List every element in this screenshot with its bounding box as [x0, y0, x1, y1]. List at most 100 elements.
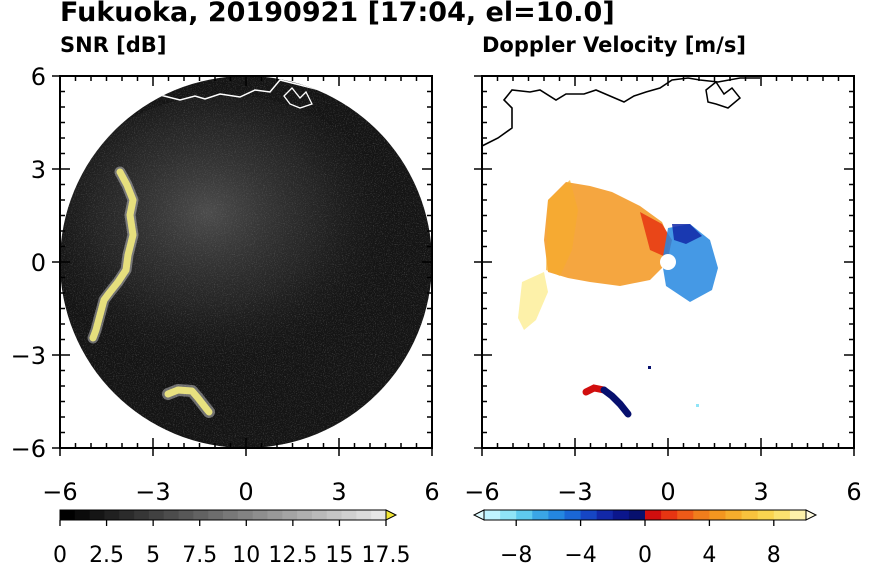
- snr-ytick-label: −6: [11, 435, 46, 463]
- doppler-colorbar-segment: [580, 510, 598, 520]
- snr-colorbar-segment: [311, 510, 328, 520]
- doppler-colorbar-label: −8: [500, 543, 532, 568]
- doppler-colorbar-segment: [484, 510, 501, 520]
- doppler-colorbar-segment: [757, 510, 775, 520]
- doppler-colorbar-segment: [596, 510, 614, 520]
- snr-colorbar-label: 2.5: [89, 543, 124, 568]
- snr-coastline: [159, 77, 331, 101]
- snr-colorbar-label: 5: [146, 543, 160, 568]
- snr-colorbar-segment: [74, 510, 91, 520]
- snr-ytick-label: 0: [31, 249, 46, 277]
- snr-colorbar-frame: [59, 509, 387, 521]
- snr-xtick-label: −6: [42, 478, 77, 506]
- snr-colorbar-segment: [297, 510, 313, 520]
- doppler-coastline: [481, 77, 760, 147]
- doppler-colorbar-segment: [709, 510, 726, 520]
- snr-colorbar-label: 10: [232, 543, 260, 568]
- snr-strong-echo-south-halo: [162, 384, 215, 418]
- doppler-xtick-label: 3: [753, 478, 768, 506]
- doppler-colorbar-segment: [741, 510, 759, 520]
- snr-colorbar-label: 17.5: [362, 543, 411, 568]
- doppler-colorbar-label: 4: [702, 543, 716, 568]
- doppler-colorbar-label: −4: [564, 543, 596, 568]
- snr-colorbar-extend-high: [385, 509, 398, 521]
- snr-colorbar-segment: [148, 510, 165, 520]
- snr-xtick-label: 6: [424, 478, 439, 506]
- snr-colorbar-segment: [267, 510, 283, 520]
- snr-colorbar-segment: [252, 510, 268, 520]
- doppler-near-red: [640, 212, 672, 258]
- snr-strong-echo-west: [89, 168, 137, 342]
- doppler-colorbar-extend-low: [472, 509, 485, 521]
- doppler-colorbar-segment: [532, 510, 549, 520]
- doppler-speck-1: [648, 366, 651, 369]
- doppler-island-outline: [705, 80, 742, 109]
- doppler-xtick-label: 0: [660, 478, 675, 506]
- snr-colorbar-segment: [89, 510, 105, 520]
- doppler-colorbar-segment: [516, 510, 533, 520]
- doppler-south-echo-blue: [600, 386, 632, 418]
- snr-colorbar-segment: [60, 510, 76, 520]
- doppler-colorbar-segment: [725, 510, 743, 520]
- snr-xtick-label: −3: [135, 478, 170, 506]
- snr-panel: −6 −3 0 3 6 6 3 0 −3 −6: [11, 63, 440, 506]
- doppler-xtick-label: −3: [557, 478, 592, 506]
- snr-colorbar-label: 12.5: [268, 543, 317, 568]
- snr-colorbar-segment: [134, 510, 150, 520]
- snr-colorbar-segment: [223, 510, 239, 520]
- snr-ytick-label: −3: [11, 342, 46, 370]
- snr-colorbar: 0 2.5 5 7.5 10 12.5 15 17.5: [53, 509, 411, 568]
- doppler-panel-title: Doppler Velocity [m/s]: [482, 33, 746, 57]
- snr-colorbar-label: 7.5: [182, 543, 217, 568]
- snr-colorbar-segment: [178, 510, 194, 520]
- doppler-colorbar-segment: [645, 510, 662, 520]
- doppler-colorbar-segment: [693, 510, 710, 520]
- doppler-colorbar-label: 0: [638, 543, 652, 568]
- doppler-speck-2: [696, 404, 699, 407]
- doppler-receding-dark: [672, 224, 702, 244]
- doppler-echo-field: [518, 180, 718, 418]
- doppler-xtick-label: −6: [464, 478, 499, 506]
- doppler-xtick-label: 6: [846, 478, 861, 506]
- snr-strong-echo-south: [164, 386, 213, 416]
- doppler-panel: −6 −3 0 3 6: [464, 75, 862, 506]
- snr-colorbar-label: 0: [53, 543, 67, 568]
- snr-colorbar-label: 15: [325, 543, 353, 568]
- doppler-colorbar-label: 8: [767, 543, 781, 568]
- snr-colorbar-segment: [341, 510, 357, 520]
- snr-ytick-label: 3: [31, 156, 46, 184]
- doppler-colorbar-segment: [548, 510, 565, 520]
- snr-panel-title: SNR [dB]: [60, 33, 167, 57]
- doppler-colorbar-segment: [564, 510, 582, 520]
- doppler-colorbar: −8 −4 0 4 8: [472, 509, 818, 568]
- snr-colorbar-segment: [237, 510, 254, 520]
- doppler-colorbar-extend-high: [805, 509, 818, 521]
- doppler-colorbar-segment: [789, 510, 807, 520]
- snr-colorbar-segment: [163, 510, 180, 520]
- snr-ytick-label: 6: [31, 63, 46, 91]
- doppler-colorbar-segment: [661, 510, 678, 520]
- snr-xtick-label: 0: [238, 478, 253, 506]
- doppler-colorbar-segment: [612, 510, 630, 520]
- doppler-receding-region: [662, 224, 718, 302]
- doppler-colorbar-segment: [628, 510, 646, 520]
- snr-colorbar-segment: [104, 510, 120, 520]
- snr-colorbar-segment: [193, 510, 209, 520]
- snr-strong-echo-west-halo: [87, 166, 139, 344]
- snr-colorbar-segment: [119, 510, 135, 520]
- doppler-colorbar-segment: [773, 510, 791, 520]
- doppler-colorbar-segment: [500, 510, 517, 520]
- figure-title: Fukuoka, 20190921 [17:04, el=10.0]: [60, 0, 615, 28]
- snr-colorbar-segment: [282, 510, 298, 520]
- doppler-colorbar-segment: [677, 510, 694, 520]
- doppler-pale-tail: [518, 272, 548, 330]
- snr-colorbar-segment: [356, 510, 372, 520]
- snr-island-outline: [283, 87, 313, 109]
- doppler-center-gap: [660, 254, 676, 270]
- snr-colorbar-segment: [208, 510, 224, 520]
- snr-colorbar-segment: [371, 510, 387, 520]
- snr-echo-region: [60, 95, 395, 375]
- doppler-light-region: [546, 180, 578, 276]
- snr-colorbar-segment: [326, 510, 343, 520]
